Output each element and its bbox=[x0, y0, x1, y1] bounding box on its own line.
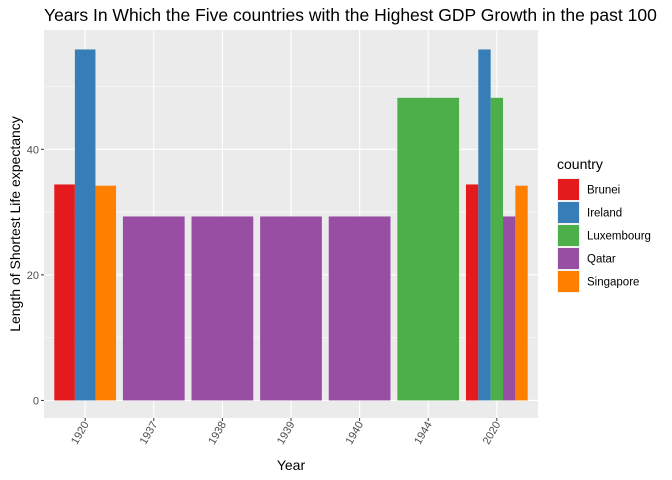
bar-1938-qatar bbox=[191, 216, 254, 401]
legend-label-brunei: Brunei bbox=[587, 185, 620, 197]
bar-1937-qatar bbox=[122, 216, 185, 401]
bar-1920-ireland bbox=[74, 49, 96, 401]
legend-swatch-luxembourg bbox=[558, 225, 579, 246]
x-tick-label: 1920 bbox=[69, 420, 92, 447]
bar-2020-singapore bbox=[515, 185, 528, 401]
y-tick-label: 40 bbox=[27, 144, 39, 156]
bar-2020-luxembourg bbox=[490, 97, 504, 401]
bar-1940-qatar bbox=[328, 216, 391, 401]
bar-1944-luxembourg bbox=[397, 97, 460, 401]
y-tick-label: 20 bbox=[27, 270, 39, 282]
bar-2020-ireland bbox=[478, 49, 491, 401]
bar-2020-qatar bbox=[503, 216, 516, 401]
x-tick-label: 1939 bbox=[275, 420, 298, 447]
bar-1939-qatar bbox=[260, 216, 322, 401]
legend-swatch-qatar bbox=[558, 248, 579, 269]
y-tick-label: 0 bbox=[33, 395, 39, 407]
x-tick-label: 1938 bbox=[206, 420, 229, 447]
x-tick-label: 1937 bbox=[138, 420, 161, 447]
x-tick-label: 1944 bbox=[412, 420, 435, 447]
bar-1920-singapore bbox=[95, 185, 117, 401]
chart-title: Years In Which the Five countries with t… bbox=[44, 5, 657, 25]
y-axis-title: Length of Shortest Life expectancy bbox=[7, 116, 23, 332]
bar-2020-brunei bbox=[465, 184, 479, 401]
x-tick-label: 2020 bbox=[481, 420, 504, 447]
legend-title: country bbox=[557, 156, 603, 172]
x-axis-title: Year bbox=[277, 457, 306, 473]
x-tick-label: 1940 bbox=[344, 420, 367, 447]
bar-1920-brunei bbox=[54, 184, 75, 401]
legend-label-luxembourg: Luxembourg bbox=[587, 231, 651, 243]
legend-swatch-brunei bbox=[558, 179, 579, 200]
legend-label-qatar: Qatar bbox=[587, 254, 616, 266]
legend-swatch-singapore bbox=[558, 271, 579, 292]
legend-label-singapore: Singapore bbox=[587, 277, 639, 289]
legend-label-ireland: Ireland bbox=[587, 208, 622, 220]
legend-swatch-ireland bbox=[558, 202, 579, 223]
legend: country Brunei Ireland Luxembourg Qatar Sing… bbox=[557, 156, 651, 293]
bars bbox=[54, 49, 528, 401]
